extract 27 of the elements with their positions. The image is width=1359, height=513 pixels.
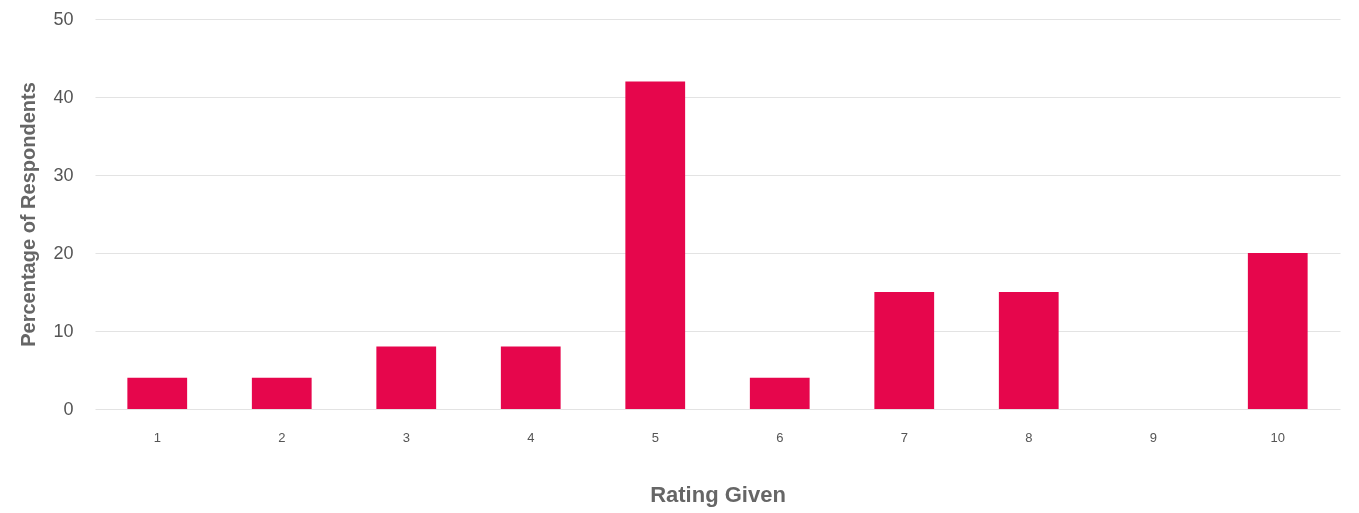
bar — [625, 81, 686, 409]
bar — [1247, 253, 1308, 409]
x-tick-label: 1 — [153, 429, 161, 445]
bar — [251, 377, 312, 409]
x-tick-label: 7 — [900, 429, 908, 445]
x-tick-label: 5 — [651, 429, 659, 445]
bar — [500, 346, 561, 409]
x-tick-label: 8 — [1025, 429, 1033, 445]
bar — [998, 292, 1059, 409]
y-tick-label: 30 — [53, 164, 74, 185]
x-tick-label: 9 — [1149, 429, 1157, 445]
x-axis-title: Rating Given — [650, 481, 786, 507]
bar — [749, 377, 810, 409]
x-tick-label: 3 — [402, 429, 410, 445]
y-tick-label: 40 — [53, 86, 74, 107]
y-tick-label: 50 — [53, 8, 74, 29]
x-tick-label: 10 — [1270, 429, 1285, 445]
y-axis-title: Percentage of Respondents — [17, 82, 40, 347]
x-tick-label: 2 — [278, 429, 286, 445]
bar — [376, 346, 437, 409]
y-tick-label: 0 — [63, 398, 74, 419]
x-tick-label: 4 — [527, 429, 535, 445]
y-tick-label: 10 — [53, 320, 74, 341]
y-tick-label: 20 — [53, 242, 74, 263]
bar — [127, 377, 188, 409]
bar — [874, 292, 935, 409]
x-tick-label: 6 — [776, 429, 784, 445]
